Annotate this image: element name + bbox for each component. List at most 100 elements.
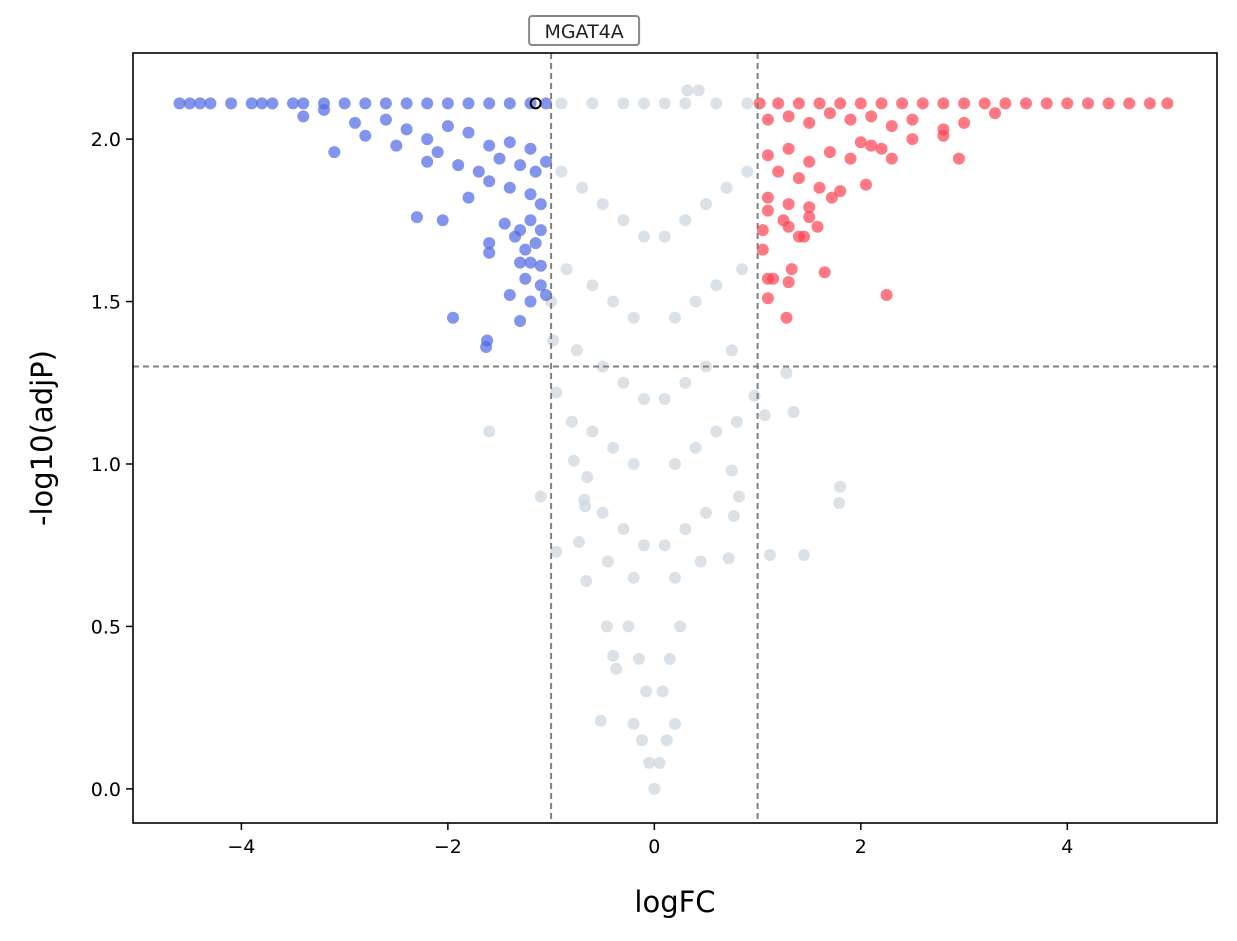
ns-point <box>638 539 650 552</box>
up-point <box>952 152 965 165</box>
up-point <box>761 292 774 305</box>
ns-point <box>596 360 609 373</box>
down-point <box>349 116 361 129</box>
down-point <box>519 272 532 285</box>
ns-point <box>570 344 583 357</box>
up-point <box>782 142 795 155</box>
x-tick-label: −4 <box>227 836 255 858</box>
down-point <box>421 133 434 146</box>
up-point <box>803 211 816 224</box>
plot-frame <box>132 52 1218 824</box>
up-point <box>823 146 836 159</box>
down-point <box>483 97 496 110</box>
up-point <box>978 97 991 110</box>
ns-point <box>669 458 681 470</box>
up-point <box>813 181 826 194</box>
ns-point <box>607 295 620 308</box>
highlighted-gene-point <box>529 97 542 110</box>
y-tick-label: 2.0 <box>91 129 121 151</box>
down-point <box>421 97 434 110</box>
up-point <box>937 97 950 110</box>
up-point <box>782 276 795 289</box>
ns-point <box>580 575 593 587</box>
up-point <box>761 204 774 217</box>
up-point <box>875 97 888 110</box>
ns-point <box>636 734 648 747</box>
up-point <box>885 152 898 165</box>
ns-point <box>617 97 630 110</box>
up-point <box>865 139 878 152</box>
ns-point <box>586 97 599 110</box>
down-point <box>328 146 341 159</box>
ns-point <box>547 334 560 347</box>
up-point <box>1061 97 1074 110</box>
down-point <box>540 289 552 301</box>
ns-point <box>594 714 607 727</box>
ns-point <box>610 662 623 675</box>
ns-point <box>643 756 656 769</box>
ns-point <box>741 97 754 110</box>
ns-point <box>550 386 563 399</box>
up-point <box>844 113 857 126</box>
annotation-layer: MGAT4A <box>528 15 641 46</box>
ns-point <box>627 571 640 584</box>
down-point <box>297 97 310 110</box>
ns-point <box>736 263 749 276</box>
down-point <box>514 159 527 172</box>
ns-point <box>586 279 599 292</box>
down-point <box>524 188 537 201</box>
up-point <box>916 97 929 110</box>
ns-point <box>596 506 609 519</box>
up-point <box>811 220 824 233</box>
ns-point <box>694 555 707 568</box>
ns-point <box>658 393 671 405</box>
up-point <box>767 272 780 285</box>
up-point <box>756 224 769 237</box>
ns-point <box>710 279 723 292</box>
ns-point <box>679 376 692 389</box>
y-tick-label: 1.0 <box>91 454 121 476</box>
ns-point <box>586 425 599 438</box>
ns-point <box>596 198 609 211</box>
down-point <box>421 155 434 168</box>
ns-point <box>617 214 630 227</box>
y-tick-label: 1.5 <box>91 292 121 314</box>
up-point <box>1161 97 1174 110</box>
down-point <box>204 97 217 110</box>
ns-point <box>681 84 694 97</box>
up-point <box>803 116 816 129</box>
highlight-layer <box>529 97 542 110</box>
ns-point <box>679 523 692 535</box>
ns-point <box>555 165 568 178</box>
down-point <box>194 97 207 110</box>
down-point <box>359 97 372 110</box>
down-point <box>431 146 444 159</box>
down-point <box>534 259 547 272</box>
ns-point <box>679 97 692 110</box>
down-point <box>498 217 511 230</box>
ns-point <box>741 165 754 178</box>
down-point <box>483 246 496 259</box>
ns-point <box>710 97 723 110</box>
down-point <box>256 97 268 110</box>
ns-point <box>627 458 640 470</box>
up-point <box>792 172 805 185</box>
up-point <box>854 136 867 149</box>
x-axis-label: logFC <box>634 885 715 919</box>
down-point <box>462 126 475 139</box>
up-point <box>989 107 1001 120</box>
ns-point <box>640 685 653 698</box>
ns-point <box>733 490 745 503</box>
ns-point <box>658 539 671 552</box>
ns-point <box>787 406 800 418</box>
down-point <box>472 165 485 178</box>
down-point <box>266 97 279 110</box>
up-point <box>880 289 893 301</box>
up-point <box>875 142 888 155</box>
up-point <box>761 149 774 162</box>
x-tick-label: 2 <box>855 836 867 858</box>
ns-point <box>798 549 810 561</box>
ns-point <box>722 552 735 565</box>
